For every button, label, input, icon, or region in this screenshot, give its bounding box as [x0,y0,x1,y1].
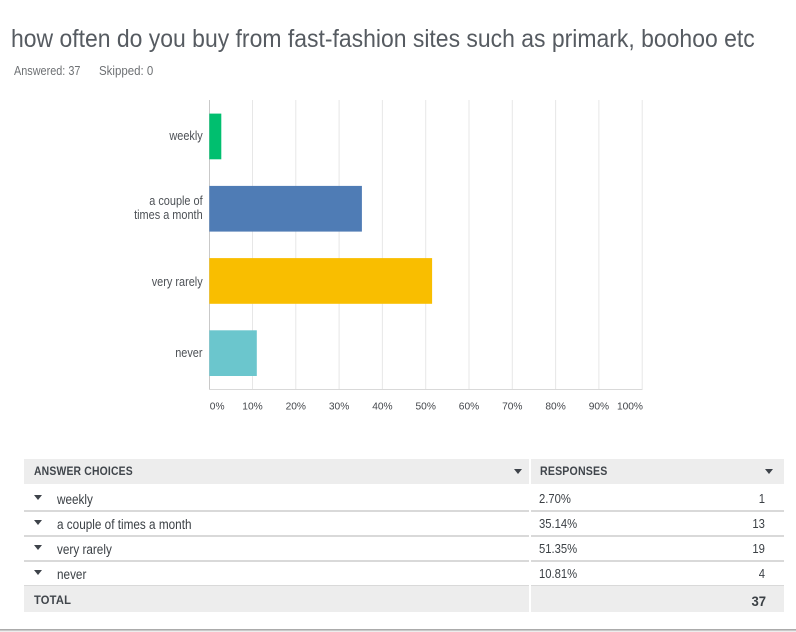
svg-text:30%: 30% [329,402,349,413]
svg-text:10%: 10% [242,402,262,413]
svg-text:50%: 50% [416,402,436,413]
svg-text:20%: 20% [286,402,306,413]
svg-text:0%: 0% [210,402,225,413]
svg-text:80%: 80% [545,402,565,413]
svg-text:40%: 40% [372,402,392,413]
svg-text:100%: 100% [617,402,643,413]
svg-text:70%: 70% [502,402,522,413]
svg-text:90%: 90% [589,402,609,413]
svg-text:60%: 60% [459,402,479,413]
